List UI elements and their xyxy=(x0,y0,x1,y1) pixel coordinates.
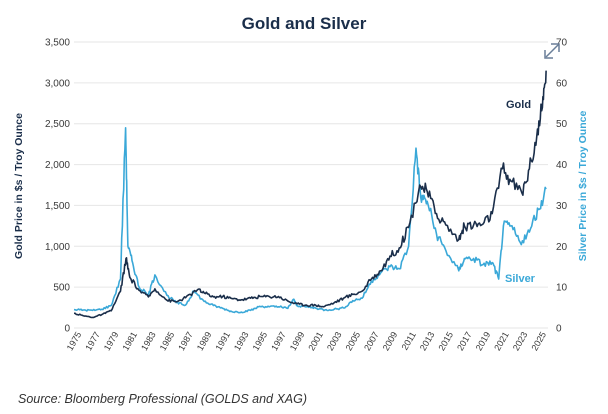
y-right-tick-label: 0 xyxy=(556,324,562,335)
x-tick-label: 2003 xyxy=(325,330,344,352)
y-left-tick-label: 3,000 xyxy=(45,78,70,89)
legend-gold-label: Gold xyxy=(506,99,531,111)
x-tick-label: 1991 xyxy=(213,330,232,352)
series-lines xyxy=(73,70,547,319)
series-line-silver xyxy=(73,127,547,314)
x-tick-label: 1989 xyxy=(195,330,214,352)
x-tick-label: 1979 xyxy=(102,330,121,352)
y-right-tick-label: 10 xyxy=(556,283,568,294)
chart: Gold and Silver 05001,0001,5002,0002,500… xyxy=(13,14,589,352)
y-left-tick-label: 500 xyxy=(53,283,70,294)
y-axis-right-label: Silver Price in $s / Troy Ounce xyxy=(577,111,589,262)
chart-title: Gold and Silver xyxy=(242,14,367,33)
gridlines xyxy=(74,41,548,329)
x-tick-label: 2021 xyxy=(492,330,511,352)
x-tick-label: 2011 xyxy=(400,330,418,352)
x-tick-label: 2017 xyxy=(455,330,474,352)
y-left-tick-label: 1,500 xyxy=(45,201,70,212)
x-axis-ticks: 1975 1977 1979 1981 1983 1985 1987 1989 1991 1993… xyxy=(65,330,548,352)
series-line-gold xyxy=(74,70,547,319)
y-left-tick-label: 2,000 xyxy=(45,160,70,171)
y-left-tick-label: 0 xyxy=(64,324,70,335)
x-tick-label: 2013 xyxy=(418,330,437,352)
x-tick-label: 1983 xyxy=(139,330,158,352)
x-tick-label: 1981 xyxy=(120,330,139,352)
x-tick-label: 1995 xyxy=(251,330,270,352)
x-tick-label: 2019 xyxy=(474,330,493,352)
x-tick-label: 2007 xyxy=(362,330,381,352)
source-note: Source: Bloomberg Professional (GOLDS an… xyxy=(18,392,308,406)
y-right-tick-label: 60 xyxy=(556,78,568,89)
y-axis-right-ticks: 0 10 20 30 40 50 60 70 xyxy=(556,38,568,335)
x-tick-label: 1993 xyxy=(232,330,251,352)
x-tick-label: 1987 xyxy=(176,330,195,352)
y-axis-left-label: Gold Price in $s / Troy Ounce xyxy=(13,113,25,259)
x-tick-label: 2001 xyxy=(306,330,325,352)
x-tick-label: 1997 xyxy=(269,330,288,352)
x-tick-label: 1985 xyxy=(158,330,177,352)
y-right-tick-label: 70 xyxy=(556,38,568,49)
y-left-tick-label: 3,500 xyxy=(45,38,70,49)
x-tick-label: 1977 xyxy=(83,330,102,352)
y-axis-left-ticks: 0 500 1,000 1,500 2,000 2,500 3,000 3,500 xyxy=(45,38,70,335)
y-right-tick-label: 20 xyxy=(556,242,568,253)
x-tick-label: 2009 xyxy=(381,330,400,352)
x-tick-label: 2015 xyxy=(436,330,455,352)
y-right-tick-label: 50 xyxy=(556,119,568,130)
x-tick-label: 2025 xyxy=(529,330,548,352)
x-tick-label: 2023 xyxy=(511,330,530,352)
expand-arrow-icon xyxy=(544,43,560,59)
y-right-tick-label: 40 xyxy=(556,160,568,171)
y-left-tick-label: 1,000 xyxy=(45,242,70,253)
x-tick-label: 1999 xyxy=(288,330,307,352)
x-tick-label: 2005 xyxy=(344,330,363,352)
y-right-tick-label: 30 xyxy=(556,201,568,212)
legend-silver-label: Silver xyxy=(505,273,536,285)
y-left-tick-label: 2,500 xyxy=(45,119,70,130)
